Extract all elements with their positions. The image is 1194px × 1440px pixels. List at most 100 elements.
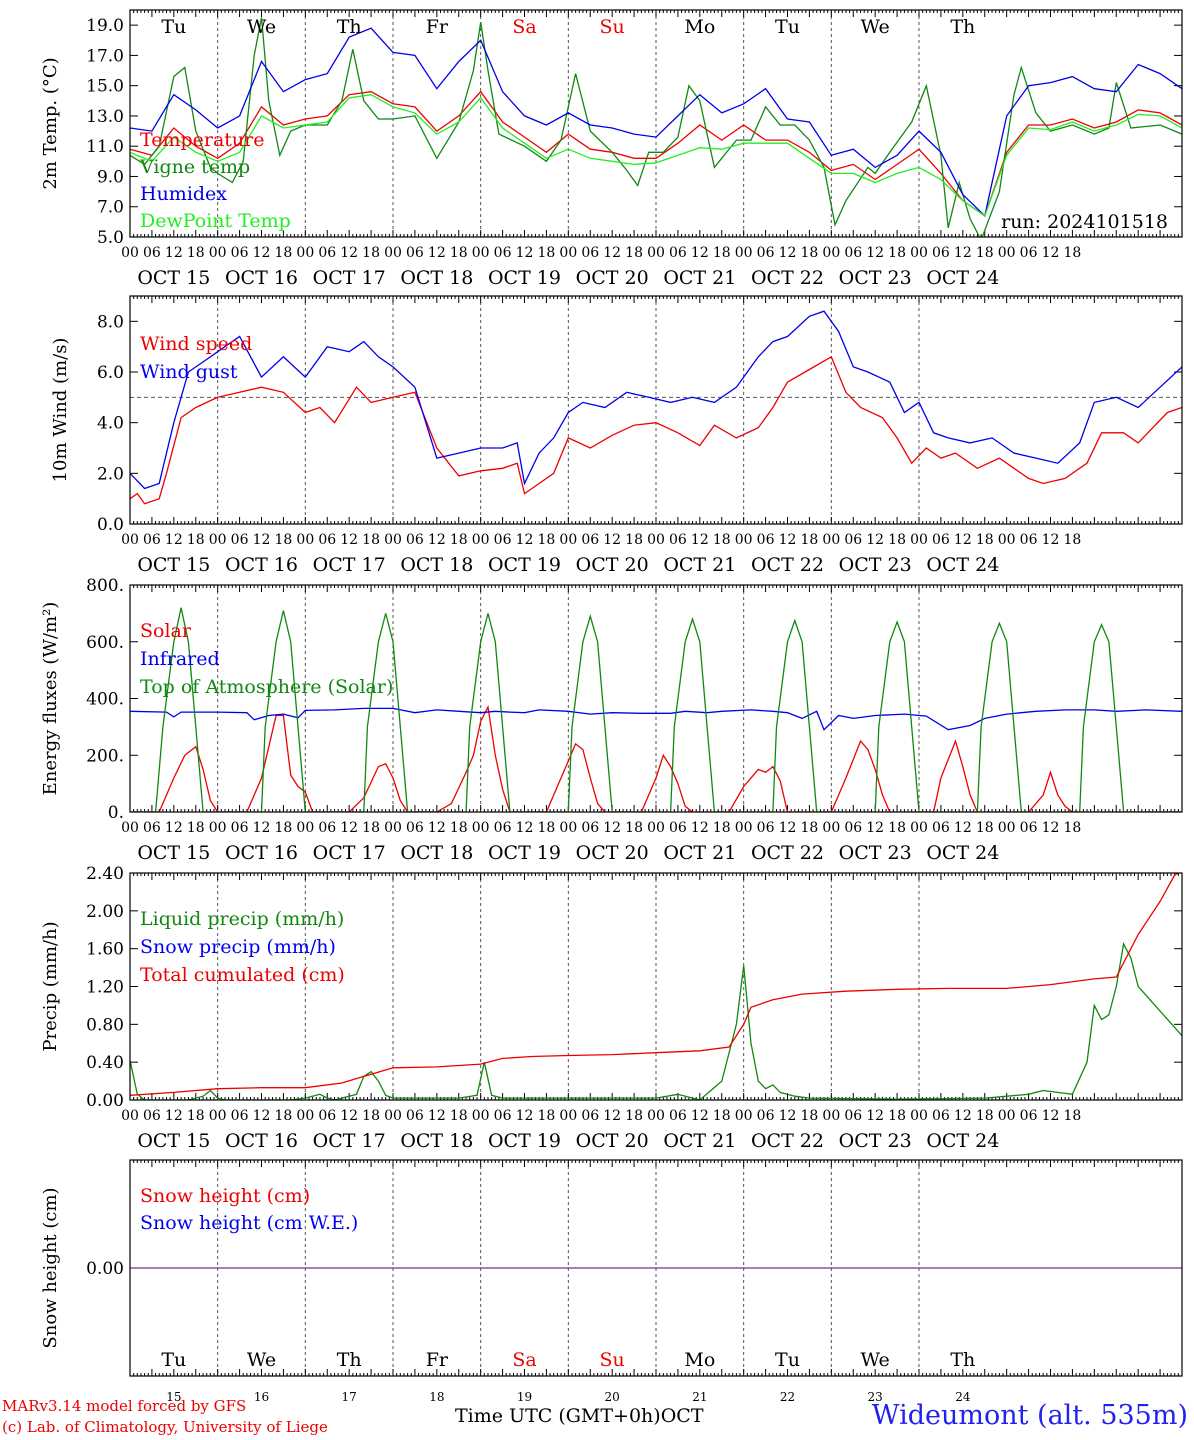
hour-label: 00 [647, 532, 665, 548]
weekday-label: Sa [512, 16, 536, 38]
hour-label: 12 [516, 820, 534, 836]
hour-label: 12 [691, 1108, 709, 1124]
date-label: OCT 19 [488, 1130, 561, 1152]
hour-label: 06 [143, 245, 161, 261]
hour-label: 06 [581, 1108, 599, 1124]
lab-credit: (c) Lab. of Climatology, University of L… [2, 1418, 328, 1436]
y-axis-label: 10m Wind (m/s) [50, 338, 71, 483]
hour-label: 18 [801, 820, 819, 836]
hour-label: 00 [910, 245, 928, 261]
hour-label: 12 [1042, 1108, 1060, 1124]
hour-label: 12 [691, 820, 709, 836]
station-name: Wideumont (alt. 535m) [871, 1400, 1188, 1431]
hour-label: 06 [1020, 245, 1038, 261]
y-tick-label: 8.0 [97, 312, 124, 332]
day-number-label: 19 [517, 1390, 532, 1404]
hour-label: 18 [362, 820, 380, 836]
month-label: OCT [660, 1405, 704, 1427]
date-label: OCT 24 [926, 554, 999, 576]
hour-label: 12 [428, 820, 446, 836]
hour-label: 06 [581, 245, 599, 261]
hour-label: 00 [384, 1108, 402, 1124]
date-label: OCT 18 [400, 1130, 473, 1152]
hour-label: 12 [253, 1108, 271, 1124]
hour-label: 12 [1042, 245, 1060, 261]
hour-label: 00 [735, 820, 753, 836]
hour-label: 06 [669, 820, 687, 836]
day-number-label: 17 [342, 1390, 357, 1404]
hour-label: 06 [932, 820, 950, 836]
hour-label: 06 [844, 1108, 862, 1124]
hour-label: 00 [735, 245, 753, 261]
y-tick-label: 2.00 [86, 902, 124, 922]
hour-label: 18 [275, 820, 293, 836]
hour-label: 06 [1020, 1108, 1038, 1124]
panel-4 [129, 872, 1183, 1101]
hour-label: 12 [954, 532, 972, 548]
hour-label: 18 [713, 1108, 731, 1124]
hour-label: 18 [450, 820, 468, 836]
hour-label: 06 [318, 820, 336, 836]
hour-label: 18 [275, 532, 293, 548]
y-axis-label: Energy fluxes (W/m²) [40, 602, 61, 796]
hour-label: 18 [1064, 532, 1082, 548]
hour-label: 12 [340, 532, 358, 548]
hour-label: 06 [494, 820, 512, 836]
date-label: OCT 20 [576, 1130, 649, 1152]
hour-label: 06 [231, 245, 249, 261]
legend-entry: Snow height (cm W.E.) [140, 1212, 358, 1234]
panel-1 [129, 9, 1183, 238]
hour-label: 06 [669, 532, 687, 548]
y-tick-label: 400. [86, 690, 124, 710]
hour-label: 06 [318, 245, 336, 261]
hour-label: 06 [757, 1108, 775, 1124]
hour-label: 18 [713, 532, 731, 548]
hour-label: 18 [888, 245, 906, 261]
hour-label: 06 [143, 820, 161, 836]
weekday-label: Fr [426, 16, 449, 38]
date-label: OCT 21 [663, 842, 736, 864]
hour-label: 18 [976, 1108, 994, 1124]
hour-label: 12 [253, 532, 271, 548]
hour-label: 06 [581, 820, 599, 836]
hour-label: 12 [340, 245, 358, 261]
hour-label: 18 [450, 1108, 468, 1124]
legend-entry: DewPoint Temp [140, 210, 291, 232]
hour-label: 12 [954, 820, 972, 836]
date-label: OCT 24 [926, 1130, 999, 1152]
hour-label: 00 [121, 245, 139, 261]
hour-label: 18 [1064, 820, 1082, 836]
legend-entry: Wind gust [140, 361, 238, 383]
y-tick-label: 0.0 [97, 515, 124, 535]
hour-label: 00 [822, 1108, 840, 1124]
hour-label: 00 [296, 532, 314, 548]
hour-label: 00 [209, 1108, 227, 1124]
legend-entry: Wind speed [140, 333, 252, 355]
legend-entry: Infrared [140, 648, 220, 670]
legend-entry: Top of Atmosphere (Solar) [140, 676, 393, 698]
hour-label: 06 [143, 1108, 161, 1124]
hour-label: 06 [844, 820, 862, 836]
hour-label: 12 [165, 1108, 183, 1124]
hour-label: 12 [1042, 532, 1060, 548]
hour-label: 12 [1042, 820, 1060, 836]
series-line-solar [130, 704, 1182, 812]
day-number-label: 16 [254, 1390, 269, 1404]
panel-5 [129, 1159, 1183, 1377]
hour-label: 00 [647, 1108, 665, 1124]
date-label: OCT 18 [400, 842, 473, 864]
hour-label: 00 [998, 532, 1016, 548]
y-tick-label: 7.0 [97, 198, 124, 218]
y-tick-label: 4.0 [97, 414, 124, 434]
legend-entry: Snow height (cm) [140, 1185, 310, 1207]
hour-label: 12 [165, 245, 183, 261]
date-label: OCT 19 [488, 842, 561, 864]
weekday-label: Tu [775, 1349, 800, 1371]
hour-label: 00 [296, 245, 314, 261]
hour-label: 00 [384, 820, 402, 836]
hour-label: 18 [625, 245, 643, 261]
weekday-label: Su [600, 16, 625, 38]
hour-label: 18 [1064, 1108, 1082, 1124]
date-label: OCT 15 [137, 267, 210, 289]
y-tick-label: 600. [86, 633, 124, 653]
